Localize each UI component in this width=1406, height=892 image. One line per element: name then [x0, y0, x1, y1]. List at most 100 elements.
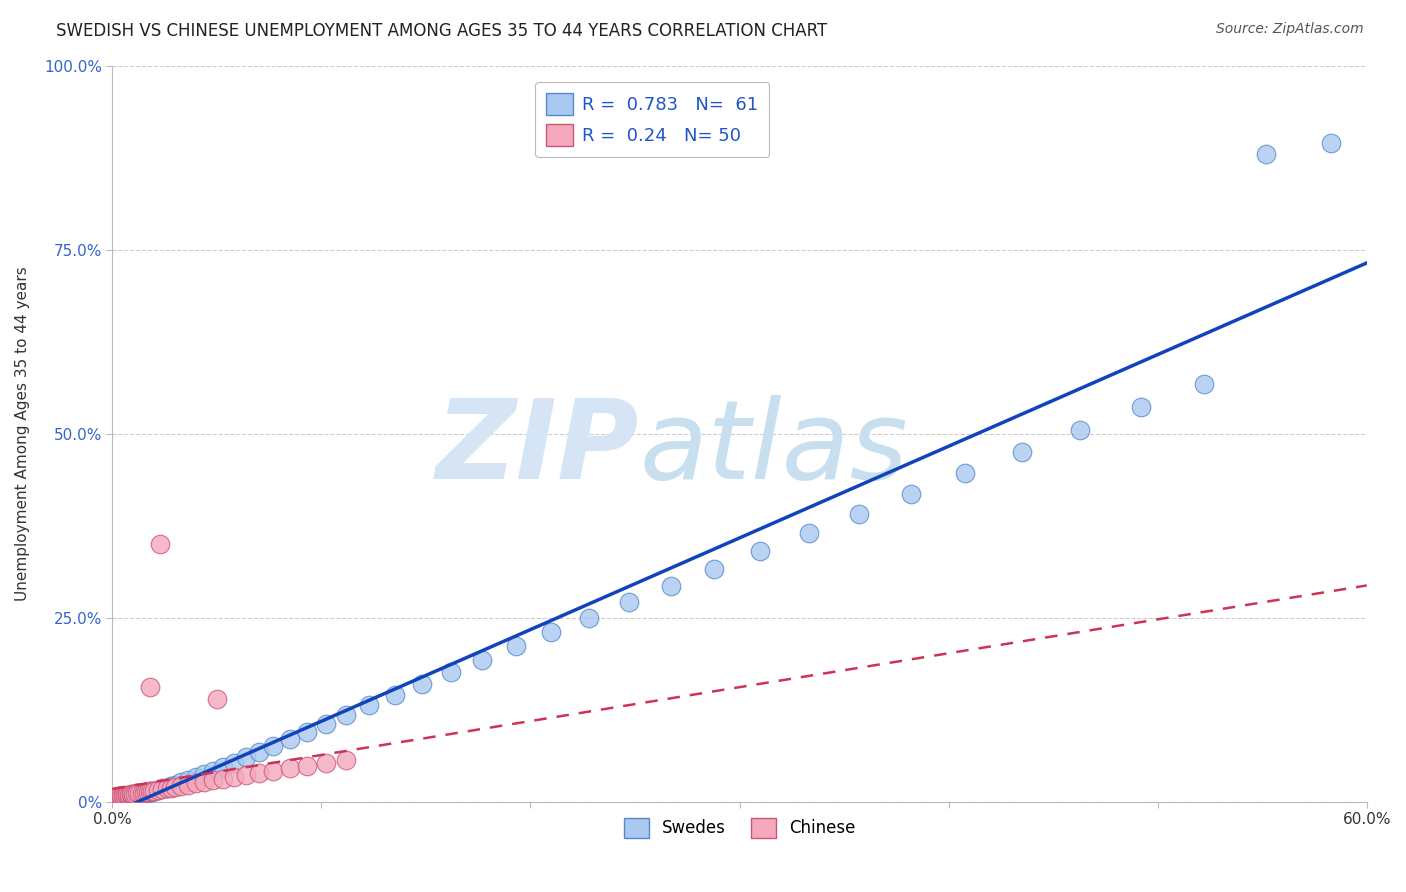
- Point: [471, 652, 494, 666]
- Point: [139, 784, 162, 798]
- Point: [278, 731, 301, 746]
- Point: [120, 788, 142, 802]
- Point: [114, 789, 136, 804]
- Text: ZIP: ZIP: [436, 395, 640, 502]
- Point: [411, 677, 433, 691]
- Point: [900, 487, 922, 501]
- Point: [115, 789, 138, 803]
- Point: [107, 789, 129, 804]
- Point: [1011, 445, 1033, 459]
- Point: [315, 756, 337, 770]
- Point: [212, 760, 235, 774]
- Point: [111, 789, 134, 804]
- Point: [127, 787, 149, 801]
- Point: [136, 786, 159, 800]
- Point: [107, 789, 129, 804]
- Point: [110, 789, 132, 804]
- Point: [262, 739, 284, 753]
- Point: [135, 785, 157, 799]
- Point: [111, 789, 134, 803]
- Point: [131, 786, 153, 800]
- Point: [222, 770, 245, 784]
- Point: [103, 791, 125, 805]
- Point: [141, 785, 163, 799]
- Point: [235, 768, 257, 782]
- Point: [176, 778, 198, 792]
- Point: [122, 787, 145, 801]
- Point: [262, 764, 284, 778]
- Point: [955, 467, 977, 481]
- Point: [132, 787, 155, 801]
- Point: [149, 537, 172, 551]
- Point: [797, 525, 820, 540]
- Point: [1256, 147, 1278, 161]
- Point: [124, 787, 146, 801]
- Point: [111, 789, 134, 803]
- Point: [193, 774, 215, 789]
- Point: [131, 786, 153, 800]
- Point: [222, 756, 245, 770]
- Point: [359, 698, 381, 713]
- Legend: Swedes, Chinese: Swedes, Chinese: [617, 811, 862, 845]
- Point: [440, 665, 463, 679]
- Point: [578, 610, 600, 624]
- Point: [110, 790, 132, 805]
- Point: [124, 787, 146, 801]
- Y-axis label: Unemployment Among Ages 35 to 44 years: Unemployment Among Ages 35 to 44 years: [15, 266, 30, 601]
- Point: [201, 773, 224, 788]
- Point: [247, 765, 270, 780]
- Point: [1320, 136, 1343, 150]
- Point: [103, 791, 125, 805]
- Point: [160, 780, 183, 795]
- Point: [127, 787, 149, 801]
- Point: [143, 783, 166, 797]
- Point: [128, 787, 150, 801]
- Point: [176, 773, 198, 788]
- Point: [540, 625, 562, 640]
- Point: [193, 767, 215, 781]
- Point: [152, 781, 174, 796]
- Point: [235, 750, 257, 764]
- Point: [170, 779, 193, 793]
- Point: [617, 595, 640, 609]
- Text: Source: ZipAtlas.com: Source: ZipAtlas.com: [1216, 22, 1364, 37]
- Point: [139, 784, 162, 798]
- Point: [1192, 377, 1215, 392]
- Point: [107, 791, 129, 805]
- Point: [152, 782, 174, 797]
- Point: [118, 788, 141, 802]
- Point: [335, 753, 357, 767]
- Point: [184, 770, 207, 784]
- Point: [120, 787, 142, 801]
- Point: [659, 579, 682, 593]
- Point: [118, 788, 141, 802]
- Point: [115, 789, 138, 803]
- Point: [201, 764, 224, 778]
- Point: [148, 782, 170, 797]
- Point: [115, 788, 138, 802]
- Point: [212, 772, 235, 786]
- Point: [135, 785, 157, 799]
- Point: [295, 758, 318, 772]
- Point: [156, 781, 179, 796]
- Point: [384, 688, 406, 702]
- Point: [143, 783, 166, 797]
- Point: [122, 788, 145, 802]
- Point: [120, 789, 142, 803]
- Point: [136, 785, 159, 799]
- Point: [118, 789, 141, 803]
- Point: [139, 681, 162, 695]
- Point: [749, 544, 772, 558]
- Point: [335, 707, 357, 722]
- Point: [141, 784, 163, 798]
- Point: [703, 562, 725, 576]
- Point: [848, 507, 870, 521]
- Point: [163, 778, 186, 792]
- Point: [505, 640, 527, 654]
- Point: [105, 790, 128, 805]
- Point: [132, 786, 155, 800]
- Point: [122, 787, 145, 801]
- Point: [148, 782, 170, 797]
- Point: [105, 790, 128, 805]
- Point: [114, 789, 136, 803]
